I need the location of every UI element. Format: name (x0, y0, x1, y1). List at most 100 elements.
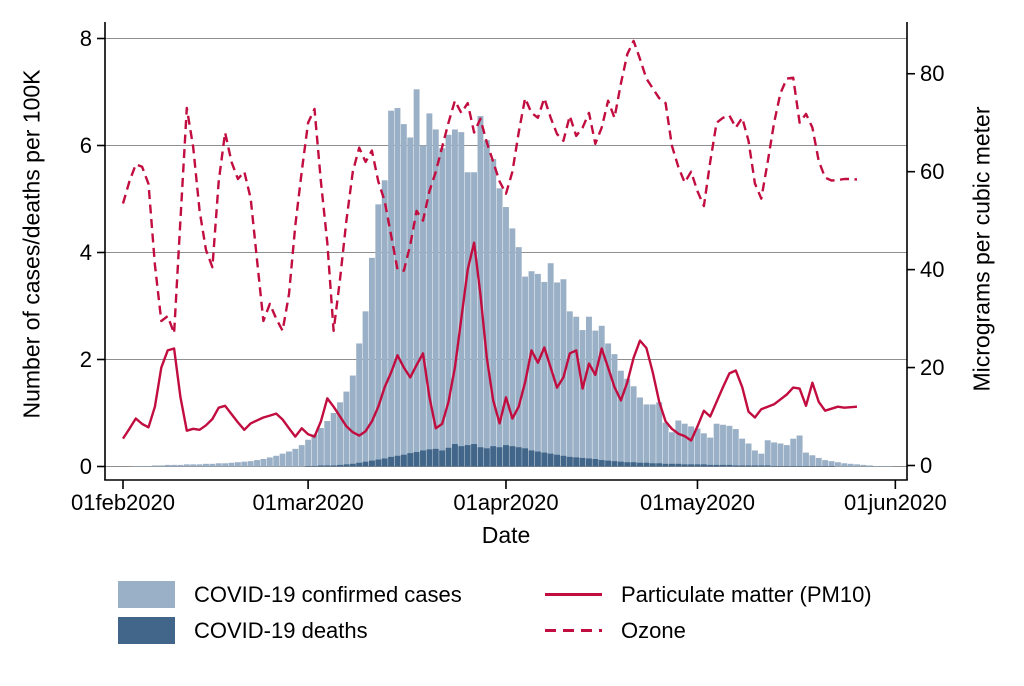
x-tick-label: 01feb2020 (71, 490, 175, 515)
bar-confirmed-cases (649, 404, 656, 467)
bar-confirmed-cases (343, 391, 350, 467)
bar-confirmed-cases (764, 440, 771, 467)
bar-confirmed-cases (471, 172, 478, 467)
bar-confirmed-cases (732, 429, 739, 467)
bar-confirmed-cases (745, 443, 752, 467)
x-tick-label: 01jun2020 (844, 490, 947, 515)
bar-confirmed-cases (630, 386, 637, 467)
bar-deaths (624, 462, 631, 467)
legend-item-confirmed-cases: COVID-19 confirmed cases (118, 581, 545, 608)
bar-deaths (809, 465, 816, 467)
bar-confirmed-cases (171, 464, 178, 467)
bar-deaths (432, 448, 439, 467)
bar-confirmed-cases (305, 439, 312, 467)
bar-deaths (522, 448, 529, 467)
bar-confirmed-cases (847, 463, 854, 467)
bar-deaths (688, 464, 695, 467)
bar-confirmed-cases (177, 464, 184, 467)
bar-confirmed-cases (260, 459, 267, 467)
bar-deaths (400, 454, 407, 467)
pm10-label: Particulate matter (PM10) (621, 582, 872, 607)
bar-deaths (617, 461, 624, 467)
bar-confirmed-cases (592, 330, 599, 467)
bar-confirmed-cases (528, 271, 535, 467)
bar-confirmed-cases (643, 404, 650, 467)
bar-deaths (330, 465, 337, 467)
bar-confirmed-cases (688, 426, 695, 467)
bar-confirmed-cases (209, 463, 216, 467)
bar-deaths (496, 447, 503, 467)
bar-deaths (311, 465, 318, 467)
bar-deaths (451, 444, 458, 467)
bar-deaths (375, 459, 382, 467)
bar-deaths (803, 465, 809, 467)
legend-item-deaths: COVID-19 deaths (118, 617, 545, 644)
legend-item-ozone: Ozone (545, 617, 872, 644)
y-left-tick-label: 0 (80, 454, 92, 479)
bar-deaths (630, 462, 637, 467)
bar-confirmed-cases (222, 463, 229, 467)
bar-confirmed-cases (637, 397, 643, 467)
bar-confirmed-cases (758, 453, 765, 467)
bar-confirmed-cases (151, 465, 158, 467)
bar-confirmed-cases (292, 448, 299, 467)
y-right-tick-label: 0 (920, 453, 932, 478)
y-left-tick-label: 6 (80, 133, 92, 158)
bar-deaths (586, 458, 592, 467)
bar-confirmed-cases (873, 465, 880, 467)
bar-confirmed-cases (777, 443, 784, 467)
bar-confirmed-cases (554, 282, 560, 467)
bar-confirmed-cases (720, 424, 726, 467)
bar-confirmed-cases (356, 343, 363, 467)
bar-confirmed-cases (579, 330, 586, 467)
bar-deaths (337, 464, 343, 467)
bar-deaths (305, 465, 312, 467)
bar-deaths (707, 464, 714, 467)
legend: COVID-19 confirmed cases Particulate mat… (118, 581, 872, 644)
bar-confirmed-cases (388, 110, 395, 467)
bar-confirmed-cases (445, 134, 452, 467)
bar-confirmed-cases (483, 140, 490, 467)
bar-deaths (694, 464, 701, 467)
y-left-axis-title: Number of cases/deaths per 100K (18, 69, 45, 419)
bar-deaths (598, 460, 605, 467)
legend-item-pm10: Particulate matter (PM10) (545, 581, 872, 608)
bar-deaths (560, 455, 567, 467)
ozone-label: Ozone (621, 618, 686, 643)
y-left-tick-label: 4 (80, 240, 92, 265)
bar-confirmed-cases (522, 276, 529, 467)
bar-confirmed-cases (605, 343, 612, 467)
bar-confirmed-cases (330, 413, 337, 467)
bar-confirmed-cases (349, 375, 356, 467)
bar-confirmed-cases (324, 421, 331, 467)
bar-confirmed-cases (464, 172, 471, 467)
bar-confirmed-cases (368, 257, 375, 467)
bar-confirmed-cases (496, 188, 503, 467)
bar-confirmed-cases (196, 464, 203, 467)
bar-deaths (668, 463, 675, 467)
bar-confirmed-cases (266, 457, 273, 467)
bar-deaths (662, 463, 669, 467)
bar-confirmed-cases (503, 207, 509, 467)
bar-deaths (343, 464, 350, 467)
y-right-tick-label: 40 (920, 257, 944, 282)
bar-confirmed-cases (713, 423, 720, 467)
bar-confirmed-cases (598, 325, 605, 467)
bar-deaths (541, 452, 548, 467)
bar-deaths (362, 461, 369, 467)
bar-confirmed-cases (190, 464, 197, 467)
bar-confirmed-cases (451, 129, 458, 467)
deaths-label: COVID-19 deaths (194, 618, 368, 643)
bar-confirmed-cases (809, 455, 816, 467)
bar-confirmed-cases (617, 370, 624, 467)
confirmed-cases-label: COVID-19 confirmed cases (194, 582, 462, 607)
pm10-solid-line-sample (545, 593, 602, 596)
bar-deaths (324, 465, 331, 467)
bar-confirmed-cases (164, 464, 171, 467)
bar-deaths (592, 459, 599, 467)
bar-deaths (649, 463, 656, 467)
bar-deaths (483, 448, 490, 467)
bar-deaths (381, 458, 388, 467)
bar-confirmed-cases (215, 463, 222, 467)
